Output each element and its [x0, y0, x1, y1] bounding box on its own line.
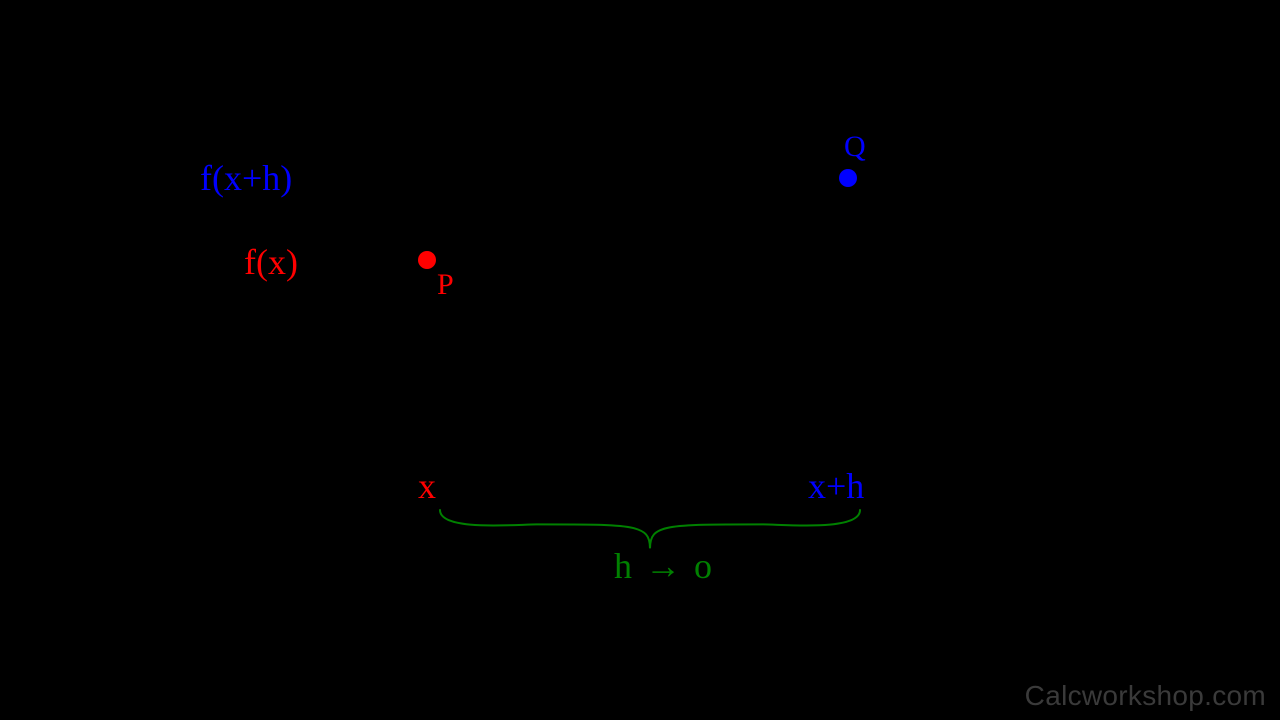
- point-p-label: P: [437, 270, 454, 300]
- arrow-icon: →: [641, 548, 685, 584]
- point-q-label: Q: [844, 132, 866, 162]
- label-f-of-x-plus-h: f(x+h): [200, 160, 292, 196]
- label-f-of-x: f(x): [244, 244, 298, 280]
- label-h-to-zero: h → o: [614, 548, 712, 584]
- limit-h: h: [614, 546, 632, 586]
- point-p-dot: [418, 251, 436, 269]
- point-q-dot: [839, 169, 857, 187]
- limit-zero: o: [694, 546, 712, 586]
- label-x: x: [418, 468, 436, 504]
- label-x-plus-h: x+h: [808, 468, 864, 504]
- watermark: Calcworkshop.com: [1025, 680, 1266, 712]
- diagram-canvas: f(x+h) f(x) P Q x x+h h → o Calcworkshop…: [0, 0, 1280, 720]
